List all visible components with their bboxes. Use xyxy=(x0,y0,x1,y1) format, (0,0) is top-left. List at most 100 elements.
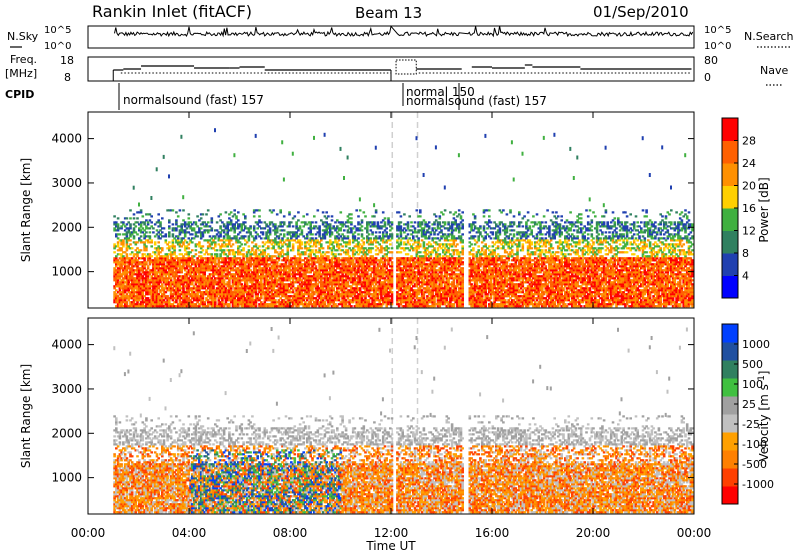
data-cell xyxy=(360,229,364,232)
data-cell xyxy=(362,237,366,240)
data-cell xyxy=(357,297,360,300)
data-cell xyxy=(403,237,406,240)
data-cell xyxy=(228,277,231,280)
data-cell xyxy=(256,287,259,290)
data-cell xyxy=(187,279,191,282)
data-cell xyxy=(242,301,245,304)
data-cell xyxy=(169,259,173,262)
data-cell xyxy=(321,251,325,254)
data-cell xyxy=(267,265,270,268)
data-cell xyxy=(274,267,277,270)
data-cell xyxy=(206,295,210,298)
data-cell xyxy=(403,289,406,292)
data-cell xyxy=(215,253,219,256)
data-cell xyxy=(168,249,171,252)
data-cell xyxy=(282,295,286,298)
data-cell xyxy=(387,301,390,304)
data-cell xyxy=(129,285,132,288)
data-cell xyxy=(291,275,295,278)
data-cell xyxy=(206,231,210,234)
data-cell xyxy=(399,263,403,266)
data-cell xyxy=(247,245,251,248)
data-cell xyxy=(369,279,373,282)
data-cell xyxy=(360,235,364,238)
data-cell xyxy=(196,243,199,246)
data-cell xyxy=(387,283,390,286)
data-cell xyxy=(350,259,353,262)
data-cell xyxy=(229,237,233,240)
data-cell xyxy=(148,257,152,260)
data-cell xyxy=(221,259,224,262)
data-cell xyxy=(305,235,309,238)
data-cell xyxy=(350,231,353,234)
data-cell xyxy=(221,221,224,224)
data-cell xyxy=(385,239,388,242)
data-cell xyxy=(260,289,263,292)
data-cell xyxy=(344,275,348,278)
data-cell xyxy=(277,301,281,304)
data-cell xyxy=(164,273,168,276)
data-cell xyxy=(325,269,328,272)
data-cell xyxy=(270,255,274,258)
noise-panel: N.Sky 10^5 10^0 10^5 10^0 N.Search xyxy=(7,25,794,52)
data-cell xyxy=(132,217,136,220)
data-cell xyxy=(191,305,194,308)
data-cell xyxy=(332,289,335,292)
data-cell xyxy=(210,277,214,280)
data-cell xyxy=(277,265,281,268)
data-cell xyxy=(339,146,342,151)
data-cell xyxy=(277,283,281,286)
data-cell xyxy=(263,295,267,298)
data-cell xyxy=(360,293,364,296)
data-cell xyxy=(281,301,284,304)
data-cell xyxy=(274,255,277,258)
data-cell xyxy=(261,269,265,272)
data-cell xyxy=(155,293,159,296)
data-cell xyxy=(282,223,286,226)
data-cell xyxy=(258,285,261,288)
data-cell xyxy=(152,259,155,262)
data-cell xyxy=(155,305,159,308)
data-cell xyxy=(261,275,265,278)
data-cell xyxy=(205,239,208,242)
data-cell xyxy=(367,233,371,236)
data-cell xyxy=(357,289,360,292)
data-cell xyxy=(118,281,122,284)
data-cell xyxy=(341,267,344,270)
data-cell xyxy=(309,297,312,300)
data-cell xyxy=(268,275,272,278)
data-cell xyxy=(228,235,231,238)
data-cell xyxy=(229,277,233,280)
data-cell xyxy=(284,263,288,266)
data-cell xyxy=(249,301,252,304)
data-cell xyxy=(298,265,302,268)
data-cell xyxy=(175,221,178,224)
data-cell xyxy=(148,241,152,244)
data-cell xyxy=(300,297,304,300)
data-cell xyxy=(161,303,164,306)
data-cell xyxy=(290,261,293,264)
data-cell xyxy=(199,257,203,260)
data-cell xyxy=(291,297,295,300)
data-cell xyxy=(242,277,245,280)
data-cell xyxy=(210,237,214,240)
data-cell xyxy=(206,269,210,272)
data-cell xyxy=(282,305,286,308)
data-cell xyxy=(332,301,335,304)
data-cell xyxy=(387,235,390,238)
data-cell xyxy=(325,223,328,226)
data-cell xyxy=(189,251,192,254)
data-cell xyxy=(201,295,205,298)
data-cell xyxy=(282,277,286,280)
data-cell xyxy=(138,267,141,270)
data-cell xyxy=(355,229,358,232)
data-cell xyxy=(374,279,378,282)
data-cell xyxy=(328,235,332,238)
data-cell xyxy=(178,281,182,284)
data-cell xyxy=(327,293,330,296)
data-cell xyxy=(178,305,182,308)
data-cell xyxy=(150,196,153,200)
data-cell xyxy=(355,257,358,260)
data-cell xyxy=(226,227,229,230)
data-cell xyxy=(325,299,328,302)
